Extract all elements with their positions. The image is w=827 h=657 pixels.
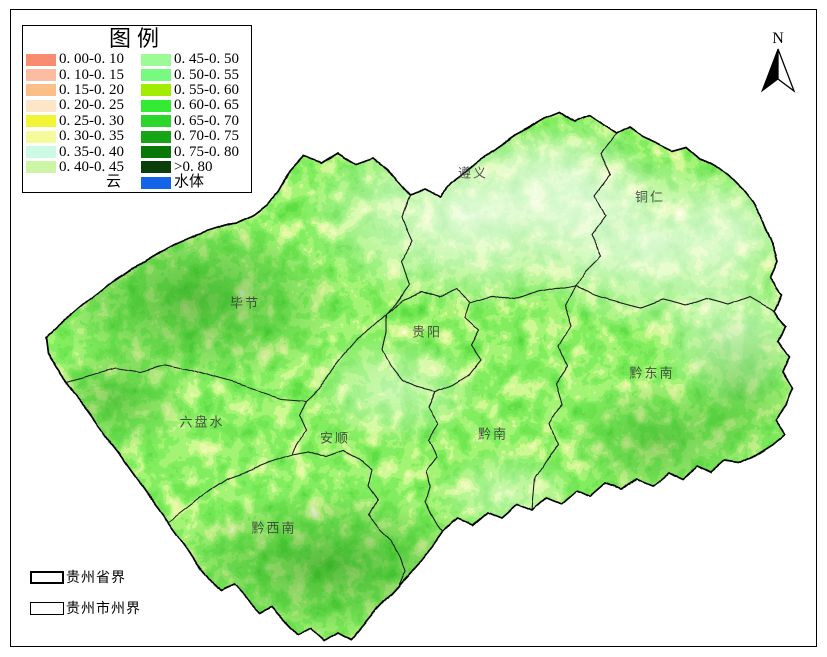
- legend-row: 0. 10-0. 15 0. 50-0. 55: [23, 67, 251, 82]
- legend-label: 0. 25-0. 30: [59, 112, 124, 129]
- legend-label: 0. 45-0. 50: [174, 51, 239, 68]
- outer-frame: [10, 9, 817, 647]
- legend-row: 0. 00-0. 10 0. 45-0. 50: [23, 52, 251, 67]
- legend-swatch: [26, 69, 56, 82]
- legend-swatch: [26, 53, 56, 66]
- region-label-qiannan: 黔南: [477, 426, 509, 442]
- legend-label: 0. 50-0. 55: [174, 66, 239, 83]
- legend-label: 0. 40-0. 45: [59, 158, 124, 175]
- cloud-label: 云: [106, 174, 122, 191]
- regional-tints: [45, 120, 793, 640]
- legend-swatch: [26, 130, 56, 143]
- prefecture-border-item: 贵州市州界: [30, 598, 141, 618]
- legend-swatch: [141, 161, 171, 174]
- legend-swatch: [141, 130, 171, 143]
- legend-row: 0. 25-0. 30 0. 65-0. 70: [23, 112, 251, 129]
- legend-label: 0. 10-0. 15: [59, 66, 124, 83]
- region-label-anshun: 安顺: [319, 430, 351, 446]
- province-border-label: 贵州省界: [66, 571, 126, 586]
- legend-row: 0. 20-0. 25 0. 60-0. 65: [23, 98, 251, 113]
- legend-label: 0. 15-0. 20: [59, 81, 124, 98]
- cloud-swatch: [26, 176, 56, 189]
- legend-row-cloud-water: 云 水体: [23, 175, 251, 190]
- legend-row: 0. 40-0. 45 >0. 80: [23, 158, 251, 175]
- guizhou-province-outline: [44, 111, 794, 643]
- legend-label: 0. 35-0. 40: [59, 143, 124, 160]
- legend-row: 0. 35-0. 40 0. 75-0. 80: [23, 144, 251, 159]
- north-arrow: N: [760, 30, 796, 93]
- legend-row: 0. 15-0. 20 0. 55-0. 60: [23, 81, 251, 98]
- north-arrow-left-half: [760, 48, 779, 93]
- legend-swatch: [141, 99, 171, 112]
- legend-label: 0. 65-0. 70: [174, 112, 239, 129]
- legend-swatch: [141, 69, 171, 82]
- region-label-bijie: 毕节: [229, 295, 261, 311]
- region-label-guiyang: 贵阳: [411, 324, 443, 340]
- prefecture-border-swatch: [30, 601, 64, 615]
- legend-swatch: [26, 115, 56, 128]
- legend-row: 0. 30-0. 35 0. 70-0. 75: [23, 129, 251, 144]
- north-arrow-right-half: [777, 48, 796, 93]
- province-border-item: 贵州省界: [30, 567, 141, 587]
- legend-label: 0. 60-0. 65: [174, 97, 239, 114]
- legend-swatch: [26, 146, 56, 159]
- boundary-legend: 贵州省界 贵州市州界: [30, 567, 141, 629]
- legend-label: >0. 80: [174, 158, 213, 175]
- region-label-qiandongnan: 黔东南: [629, 365, 675, 381]
- legend-title: 图例: [108, 26, 165, 51]
- legend-label: 0. 00-0. 10: [59, 51, 124, 68]
- region-label-zunyi: 遵义: [457, 165, 489, 181]
- north-arrow-label: N: [772, 30, 784, 47]
- legend-panel: 图例 0. 00-0. 10 0. 45-0. 50 0. 10-0. 15 0…: [22, 25, 252, 193]
- region-label-liupanshui: 六盘水: [179, 414, 225, 430]
- legend-label: 0. 75-0. 80: [174, 143, 239, 160]
- legend-swatch: [26, 161, 56, 174]
- province-border-swatch: [30, 570, 64, 584]
- legend-swatch: [141, 115, 171, 128]
- water-swatch: [141, 176, 171, 189]
- prefecture-border-label: 贵州市州界: [66, 602, 141, 617]
- legend-label: 0. 55-0. 60: [174, 81, 239, 98]
- legend-swatch: [141, 146, 171, 159]
- legend-label: 0. 70-0. 75: [174, 128, 239, 145]
- legend-swatch: [141, 84, 171, 97]
- region-label-tongren: 铜仁: [634, 189, 666, 205]
- legend-swatch: [26, 84, 56, 97]
- prefecture-boundaries: [65, 133, 775, 587]
- legend-swatch: [26, 99, 56, 112]
- region-label-qianxinan: 黔西南: [251, 520, 297, 536]
- legend-label: 0. 20-0. 25: [59, 97, 124, 114]
- legend-swatch: [141, 53, 171, 66]
- legend-label: 0. 30-0. 35: [59, 128, 124, 145]
- water-label: 水体: [174, 174, 205, 191]
